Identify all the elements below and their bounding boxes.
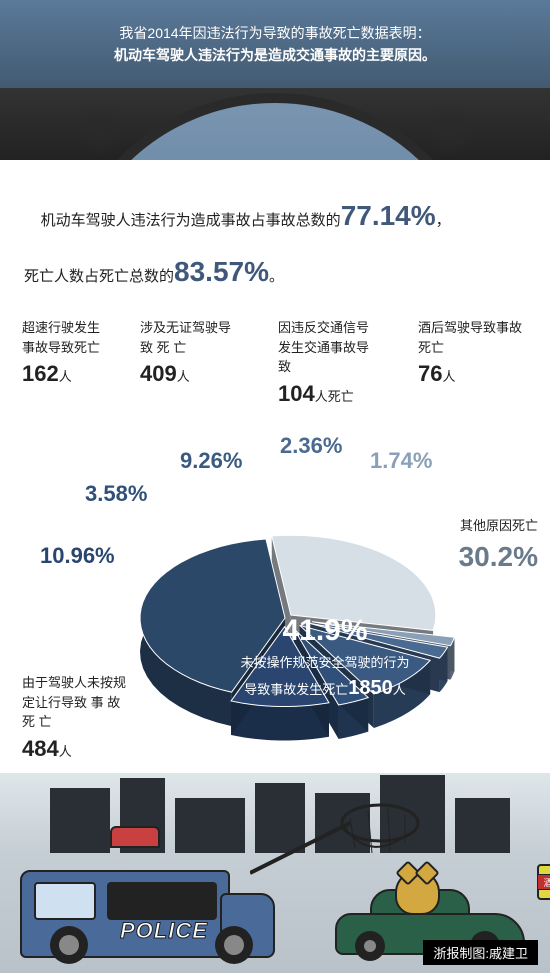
police-label: POLICE [120,918,208,944]
callout-other: 其他原因死亡 30.2% [408,516,538,578]
callout-main: 41.9% 未按操作规范安全驾驶的行为 导致事故发生死亡1850人 [195,608,455,703]
credit-label: 浙报制图:戚建卫 [423,940,538,965]
stats-line1: 机动车驾驶人违法行为造成事故占事故总数的77.14%， [24,188,526,244]
pct-926: 9.26% [180,448,242,474]
pct-236: 2.36% [280,433,342,459]
cat-driver [395,870,440,915]
stats-line2: 死亡人数占死亡总数的83.57%。 [24,244,526,300]
pct-358: 3.58% [85,481,147,507]
police-van: POLICE [20,848,270,958]
hero-line2: 机动车驾驶人违法行为是造成交通事故的主要原因。 [40,44,510,66]
net-icon [250,803,420,893]
pct-419: 41.9% [282,614,367,647]
hero-dashboard: 我省2014年因违法行为导致的事故死亡数据表明： 机动车驾驶人违法行为是造成交通… [0,0,550,160]
pie-chart-area: 超速行驶发生事故导致死亡 162人 涉及无证驾驶导 致 死 亡 409人 因违反… [0,318,550,798]
stats-block: 机动车驾驶人违法行为造成事故占事故总数的77.14%， 死亡人数占死亡总数的83… [0,160,550,318]
stat-pct2: 83.57% [174,256,269,287]
pct-174: 1.74% [370,448,432,474]
stat-pct1: 77.14% [341,200,436,231]
callout-yield: 由于驾驶人未按规定让行导致 事 故 死 亡 484人 [22,673,132,765]
hero-text: 我省2014年因违法行为导致的事故死亡数据表明： 机动车驾驶人违法行为是造成交通… [0,22,550,67]
callout-unlicensed: 涉及无证驾驶导 致 死 亡 409人 [140,318,240,390]
hero-line1: 我省2014年因违法行为导致的事故死亡数据表明： [40,22,510,44]
cartoon-illustration: POLICE 酒 浙报制图:戚建卫 [0,773,550,973]
callout-dui: 酒后驾驶导致事故死亡 76人 [418,318,528,390]
liquor-bottle: 酒 [537,864,550,900]
pct-1096: 10.96% [40,543,115,569]
callout-signal: 因违反交通信号发生交通事故导致 104人死亡 [278,318,378,410]
pct-302: 30.2% [459,541,538,572]
callout-speeding: 超速行驶发生事故导致死亡 162人 [22,318,112,390]
